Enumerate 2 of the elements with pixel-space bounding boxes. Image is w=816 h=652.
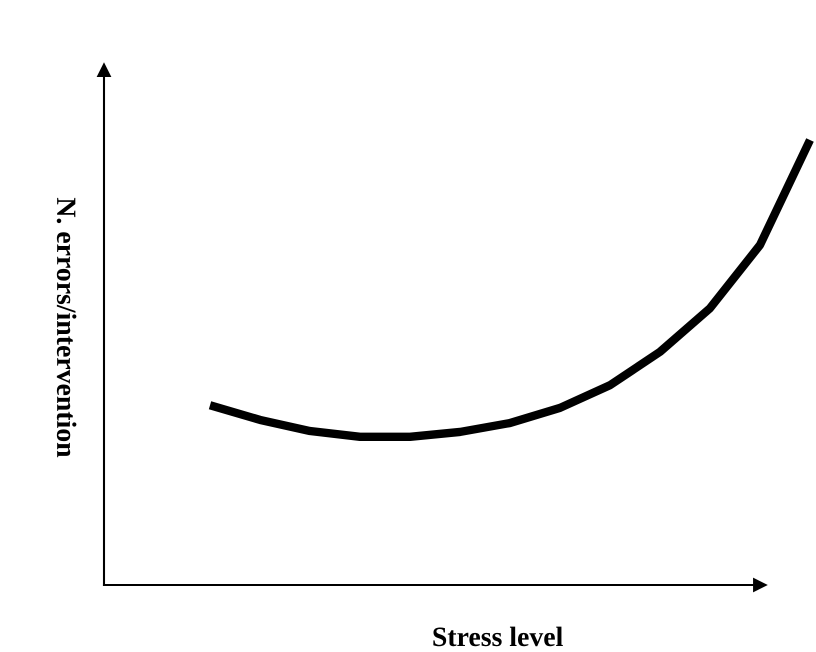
y-axis-title: N. errors/intervention — [56, 198, 76, 458]
x-axis-title: Stress level — [433, 626, 563, 646]
